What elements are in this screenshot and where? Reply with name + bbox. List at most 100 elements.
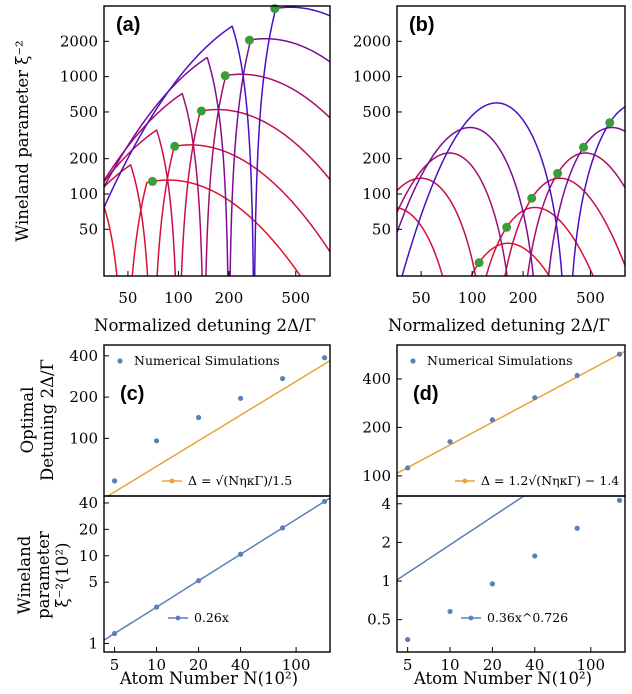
data-point — [574, 372, 580, 379]
fit-line — [106, 360, 330, 496]
legend-label-fit: 0.36x^0.726 — [487, 610, 568, 625]
x-tick-label: 100 — [164, 289, 193, 307]
data-point — [111, 630, 118, 637]
data-point — [195, 414, 202, 421]
y-axis-label-line2: parameter — [34, 531, 53, 619]
x-tick-label: 200 — [509, 289, 538, 307]
x-tick-label: 100 — [576, 656, 605, 674]
series-line-4 — [104, 73, 330, 276]
x-axis-label: Normalized detuning 2Δ/Γ — [94, 316, 316, 335]
panel-label: (a) — [116, 14, 140, 36]
y-tick-label: 40 — [79, 494, 98, 512]
series-line-5 — [104, 37, 330, 276]
data-point — [447, 608, 453, 615]
series-line-2 — [104, 144, 330, 276]
data-point — [616, 497, 623, 504]
c-y-labels: Optimal Detuning 2Δ/Γ Wineland parameter ξ⁻²… — [15, 359, 72, 619]
peak-dot-3 — [527, 193, 537, 203]
panel-label: (b) — [409, 14, 435, 36]
x-tick-label: 5 — [110, 656, 120, 674]
fit-line — [104, 497, 330, 641]
x-tick-label: 40 — [525, 656, 544, 674]
series-line-4 — [397, 152, 625, 276]
y-axis-label-line1: Optimal — [18, 387, 37, 454]
y-tick-label: 1 — [381, 572, 391, 590]
x-tick-label: 500 — [576, 289, 605, 307]
series-line-5 — [397, 126, 625, 276]
data-point — [489, 417, 496, 423]
peak-dot-4 — [220, 71, 230, 81]
legend-label-fit: Δ = 1.2√(NηκΓ) − 1.4 — [481, 473, 619, 488]
x-tick-label: 10 — [440, 656, 459, 674]
y-tick-label: 100 — [69, 429, 98, 447]
data-point — [321, 355, 328, 361]
x-tick-label: 10 — [147, 656, 166, 674]
legend-marker-sim — [117, 358, 123, 364]
data-point — [405, 465, 411, 471]
y-axis-label-line2: Detuning 2Δ/Γ — [38, 359, 57, 481]
y-tick-label: 400 — [69, 347, 98, 365]
y-tick-label: 50 — [79, 220, 98, 238]
y-tick-label: 1000 — [60, 68, 98, 86]
data-point — [447, 439, 453, 445]
peak-dot-2 — [170, 141, 180, 151]
data-point — [153, 604, 160, 610]
y-tick-label: 50 — [372, 220, 391, 238]
x-tick-label: 40 — [231, 656, 250, 674]
peak-dot-2 — [502, 222, 512, 232]
peak-dot-6 — [605, 118, 615, 128]
legend-marker-sim — [410, 358, 416, 364]
panel-a: 50 100 200 500 50 100 200 500 1000 2000 (a) Normali… — [13, 4, 331, 335]
curves — [104, 6, 330, 276]
legend-marker-fit — [169, 478, 175, 484]
x-tick-label: 50 — [118, 289, 137, 307]
data-point — [532, 395, 538, 401]
x-tick-label: 20 — [189, 656, 208, 674]
y-tick-label: 1 — [88, 634, 98, 652]
data-point — [574, 525, 580, 531]
data-point — [237, 395, 244, 401]
y-axis-label-line1: Wineland — [15, 535, 34, 614]
y-tick-label: 500 — [362, 103, 391, 121]
plot-frame — [103, 5, 331, 277]
y-tick-label: 2000 — [353, 32, 391, 50]
panel-d-bottom: 0.5 1 2 4 5 10 20 40 100 0.36x^0.726 Atom Number N… — [367, 495, 626, 688]
y-tick-label: 5 — [88, 573, 98, 591]
y-tick-label: 200 — [362, 418, 391, 436]
plot-frame — [396, 5, 626, 277]
x-axis-label: Normalized detuning 2Δ/Γ — [388, 316, 610, 335]
data-point — [279, 375, 286, 382]
peak-dot-5 — [579, 142, 589, 152]
legend-label-fit: 0.26x — [194, 610, 229, 625]
series-line-1 — [104, 179, 302, 276]
y-axis-label-line3: ξ⁻²(10²) — [53, 543, 72, 608]
peak-dot-1 — [474, 258, 484, 268]
y-tick-label: 400 — [362, 370, 391, 388]
data-point — [279, 525, 286, 531]
x-tick-label: 100 — [458, 289, 487, 307]
series-line-6 — [104, 6, 330, 276]
y-tick-label: 0.5 — [367, 611, 391, 629]
y-tick-label: 20 — [79, 520, 98, 538]
fit-line — [397, 350, 625, 474]
panel-d-top: 100 200 400 Numerical Simulations Δ = 1.2√(N… — [362, 344, 626, 497]
data-point — [616, 351, 623, 357]
y-tick-label: 200 — [69, 388, 98, 406]
data-point — [237, 551, 244, 557]
legend-label-sim: Numerical Simulations — [427, 353, 573, 368]
panel-label: (d) — [413, 383, 439, 405]
x-tick-label: 200 — [215, 289, 244, 307]
fit-line — [397, 496, 526, 581]
panel-c-top: 100 200 400 Numerical Simulations Δ = √(NηκΓ… — [69, 344, 331, 497]
y-tick-label: 100 — [69, 185, 98, 203]
panel-b: 50 100 200 500 50 100 200 500 1000 2000 (b) Normali… — [353, 5, 626, 335]
data-point — [321, 498, 328, 505]
series-line-6 — [401, 102, 625, 276]
legend-marker-fit — [468, 615, 474, 621]
data-point — [405, 636, 411, 643]
x-tick-label: 50 — [412, 289, 431, 307]
x-tick-label: 5 — [403, 656, 413, 674]
x-axis-label: Atom Number N(10²) — [119, 669, 298, 688]
